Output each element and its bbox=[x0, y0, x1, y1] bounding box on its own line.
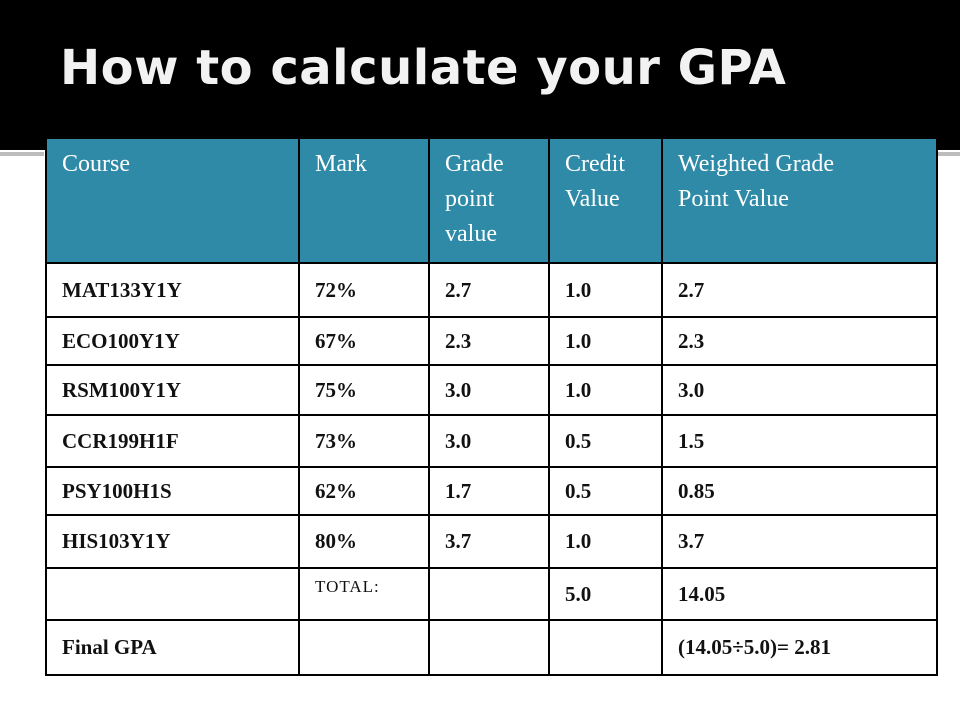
header-credit: Credit Value bbox=[548, 137, 663, 264]
header-line: Course bbox=[62, 151, 130, 177]
header-line: Weighted Grade bbox=[678, 151, 834, 177]
cell-weighted: 0.85 bbox=[661, 466, 938, 516]
header-course: Course bbox=[45, 137, 300, 264]
final-empty bbox=[298, 619, 430, 676]
gpa-table: Course Mark Grade point value Credit Value … bbox=[45, 137, 938, 676]
slide-title: How to calculate your GPA bbox=[60, 40, 787, 96]
cell-course: PSY100H1S bbox=[45, 466, 300, 516]
cell-mark: 62% bbox=[298, 466, 430, 516]
header-line: Credit bbox=[565, 151, 625, 177]
cell-credit: 1.0 bbox=[548, 514, 663, 569]
total-row: TOTAL: 5.0 14.05 bbox=[45, 567, 938, 621]
divider-left bbox=[0, 152, 44, 156]
total-weighted: 14.05 bbox=[661, 567, 938, 621]
total-empty bbox=[45, 567, 300, 621]
cell-credit: 0.5 bbox=[548, 414, 663, 468]
cell-course: ECO100Y1Y bbox=[45, 316, 300, 366]
cell-grade-point: 2.3 bbox=[428, 316, 550, 366]
header-line: point bbox=[445, 186, 495, 212]
header-weighted: Weighted Grade Point Value bbox=[661, 137, 938, 264]
cell-grade-point: 3.0 bbox=[428, 364, 550, 416]
cell-weighted: 2.7 bbox=[661, 262, 938, 318]
cell-credit: 1.0 bbox=[548, 364, 663, 416]
table-row: CCR199H1F 73% 3.0 0.5 1.5 bbox=[45, 414, 938, 468]
cell-grade-point: 2.7 bbox=[428, 262, 550, 318]
header-line: Point Value bbox=[678, 186, 789, 212]
final-gpa-row: Final GPA (14.05÷5.0)= 2.81 bbox=[45, 619, 938, 676]
cell-weighted: 2.3 bbox=[661, 316, 938, 366]
cell-mark: 67% bbox=[298, 316, 430, 366]
cell-mark: 73% bbox=[298, 414, 430, 468]
final-gpa-value: (14.05÷5.0)= 2.81 bbox=[661, 619, 938, 676]
table-row: ECO100Y1Y 67% 2.3 1.0 2.3 bbox=[45, 316, 938, 366]
header-grade-point: Grade point value bbox=[428, 137, 550, 264]
cell-course: MAT133Y1Y bbox=[45, 262, 300, 318]
total-label: TOTAL: bbox=[298, 567, 430, 621]
cell-weighted: 1.5 bbox=[661, 414, 938, 468]
cell-mark: 80% bbox=[298, 514, 430, 569]
final-empty bbox=[428, 619, 550, 676]
cell-grade-point: 3.7 bbox=[428, 514, 550, 569]
header-mark: Mark bbox=[298, 137, 430, 264]
table-row: MAT133Y1Y 72% 2.7 1.0 2.7 bbox=[45, 262, 938, 318]
table-row: PSY100H1S 62% 1.7 0.5 0.85 bbox=[45, 466, 938, 516]
header-line: Grade bbox=[445, 151, 504, 177]
header-line: Value bbox=[565, 186, 620, 212]
cell-credit: 1.0 bbox=[548, 316, 663, 366]
title-bar: How to calculate your GPA bbox=[0, 0, 960, 150]
cell-grade-point: 3.0 bbox=[428, 414, 550, 468]
header-line: value bbox=[445, 221, 497, 247]
cell-credit: 1.0 bbox=[548, 262, 663, 318]
total-credit: 5.0 bbox=[548, 567, 663, 621]
table-row: HIS103Y1Y 80% 3.7 1.0 3.7 bbox=[45, 514, 938, 569]
total-empty bbox=[428, 567, 550, 621]
cell-course: HIS103Y1Y bbox=[45, 514, 300, 569]
table-row: RSM100Y1Y 75% 3.0 1.0 3.0 bbox=[45, 364, 938, 416]
final-gpa-label: Final GPA bbox=[45, 619, 300, 676]
header-line: Mark bbox=[315, 151, 367, 177]
cell-course: RSM100Y1Y bbox=[45, 364, 300, 416]
cell-weighted: 3.0 bbox=[661, 364, 938, 416]
divider-right bbox=[936, 152, 960, 156]
cell-credit: 0.5 bbox=[548, 466, 663, 516]
cell-grade-point: 1.7 bbox=[428, 466, 550, 516]
header-row: Course Mark Grade point value Credit Value … bbox=[45, 137, 938, 264]
cell-mark: 75% bbox=[298, 364, 430, 416]
final-empty bbox=[548, 619, 663, 676]
cell-course: CCR199H1F bbox=[45, 414, 300, 468]
cell-mark: 72% bbox=[298, 262, 430, 318]
cell-weighted: 3.7 bbox=[661, 514, 938, 569]
